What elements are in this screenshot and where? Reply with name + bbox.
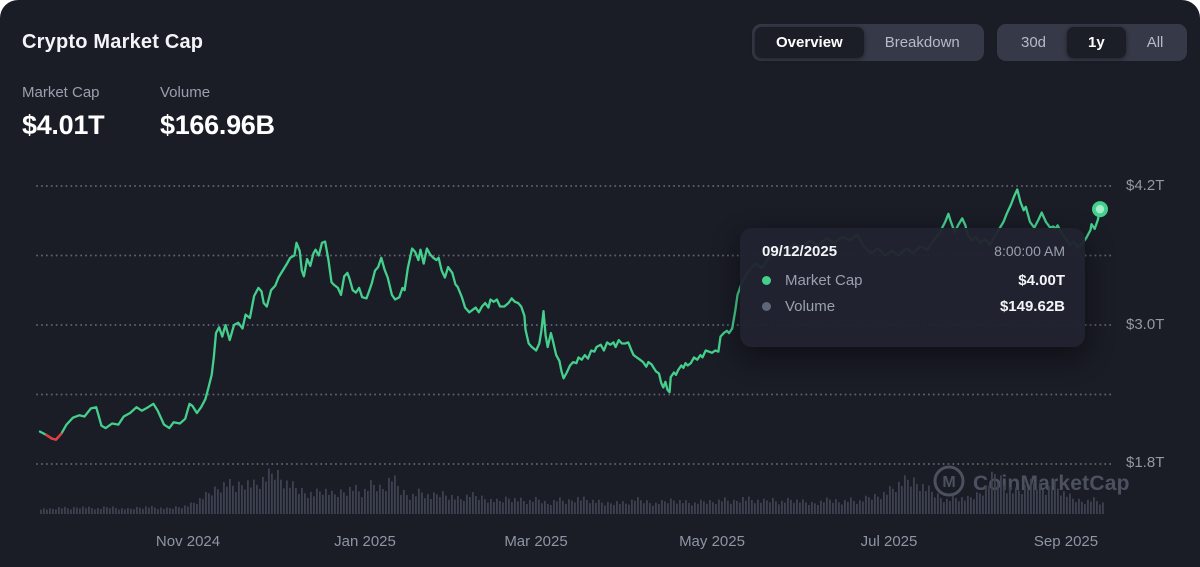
coinmarketcap-logo-icon: M [932, 464, 966, 503]
volume-dot-icon [762, 302, 771, 311]
tooltip-market-cap-value: $4.00T [1018, 272, 1065, 289]
stat-market-cap: Market Cap $4.01T [22, 84, 105, 141]
tooltip-row-market-cap: Market Cap $4.00T [762, 272, 1065, 289]
x-axis-label-5: Sep 2025 [1033, 533, 1099, 550]
stat-volume: Volume $166.96B [160, 84, 275, 141]
svg-text:M: M [942, 474, 955, 491]
y-axis-label-3-0t: $3.0T [1126, 316, 1165, 333]
x-axis-label-4: Jul 2025 [860, 533, 918, 550]
y-axis-label-4-2t: $4.2T [1126, 177, 1165, 194]
x-axis-label-3: May 2025 [679, 533, 745, 550]
tooltip-market-cap-label: Market Cap [785, 272, 863, 289]
tooltip-volume-value: $149.62B [999, 298, 1065, 315]
y-axis-label-1-8t: $1.8T [1126, 454, 1165, 471]
tab-breakdown[interactable]: Breakdown [864, 27, 981, 58]
x-axis-label-2: Mar 2025 [504, 533, 568, 550]
stat-market-cap-label: Market Cap [22, 84, 100, 101]
stat-volume-value: $166.96B [160, 110, 275, 140]
tab-overview[interactable]: Overview [755, 27, 864, 58]
watermark: M CoinMarketCap [932, 464, 1130, 503]
range-1y[interactable]: 1y [1067, 27, 1126, 58]
stat-market-cap-value: $4.01T [22, 110, 105, 140]
watermark-text: CoinMarketCap [973, 471, 1130, 495]
page-title: Crypto Market Cap [22, 31, 204, 53]
tooltip-volume-label: Volume [785, 298, 836, 315]
range-30d[interactable]: 30d [1000, 27, 1067, 58]
range-all[interactable]: All [1126, 27, 1185, 58]
view-toggle: Overview Breakdown [752, 24, 984, 61]
tooltip-date: 09/12/2025 [762, 243, 838, 260]
market-cap-dot-icon [762, 276, 771, 285]
x-axis-label-1: Jan 2025 [334, 533, 396, 550]
tooltip-row-volume: Volume $149.62B [762, 298, 1065, 315]
stat-volume-label: Volume [160, 84, 211, 101]
range-toggle: 30d 1y All [997, 24, 1188, 61]
chart-tooltip: 09/12/2025 8:00:00 AM Market Cap $4.00T … [740, 228, 1085, 347]
x-axis-label-0: Nov 2024 [155, 533, 221, 550]
tooltip-time: 8:00:00 AM [994, 243, 1065, 259]
